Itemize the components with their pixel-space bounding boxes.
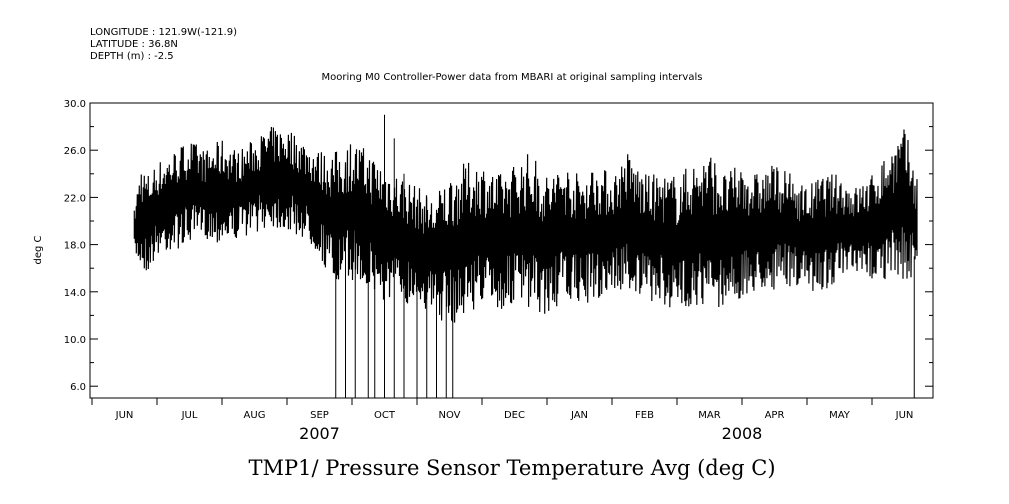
x-tick-label: FEB xyxy=(635,410,654,421)
series-line xyxy=(133,126,918,323)
x-tick-label: JUN xyxy=(895,410,914,421)
year-label: 2007 xyxy=(299,424,340,443)
x-tick-label: APR xyxy=(765,410,785,421)
x-tick-label: DEC xyxy=(504,410,525,421)
x-tick-label: SEP xyxy=(310,410,329,421)
x-tick-label: OCT xyxy=(374,410,396,421)
x-tick-label: AUG xyxy=(244,410,266,421)
x-tick-label: MAY xyxy=(829,410,851,421)
y-axis-label: deg C xyxy=(33,235,44,264)
latitude-label: LATITUDE : 36.8N xyxy=(90,39,178,50)
y-tick-label: 14.0 xyxy=(64,288,86,299)
y-tick-label: 18.0 xyxy=(64,241,86,252)
y-tick-label: 26.0 xyxy=(64,146,86,157)
y-tick-label: 10.0 xyxy=(64,335,86,346)
x-tick-label: NOV xyxy=(438,410,460,421)
x-axis: JUN JUL AUG SEP OCT NOV DEC JAN FEB MAR APR MAY JUN 2… xyxy=(91,398,914,443)
variable-title: TMP1/ Pressure Sensor Temperature Avg (d… xyxy=(248,456,775,480)
y-tick-label: 22.0 xyxy=(64,193,86,204)
year-label: 2008 xyxy=(722,424,763,443)
y-tick-label: 6.0 xyxy=(70,382,86,393)
y-axis: 6.0 10.0 14.0 18.0 22.0 26.0 30.0 xyxy=(64,99,933,393)
chart-title: Mooring M0 Controller-Power data from MB… xyxy=(322,72,703,83)
depth-label: DEPTH (m) : -2.5 xyxy=(90,51,174,62)
header-info: LONGITUDE : 121.9W(-121.9) LATITUDE : 36… xyxy=(90,27,237,62)
x-tick-label: JUN xyxy=(115,410,134,421)
x-tick-label: JUL xyxy=(181,410,198,421)
data-layer xyxy=(133,114,918,398)
y-tick-label: 30.0 xyxy=(64,99,86,110)
longitude-label: LONGITUDE : 121.9W(-121.9) xyxy=(90,27,237,38)
plot-frame xyxy=(89,102,934,399)
x-tick-label: JAN xyxy=(570,410,588,421)
x-tick-label: MAR xyxy=(698,410,720,421)
